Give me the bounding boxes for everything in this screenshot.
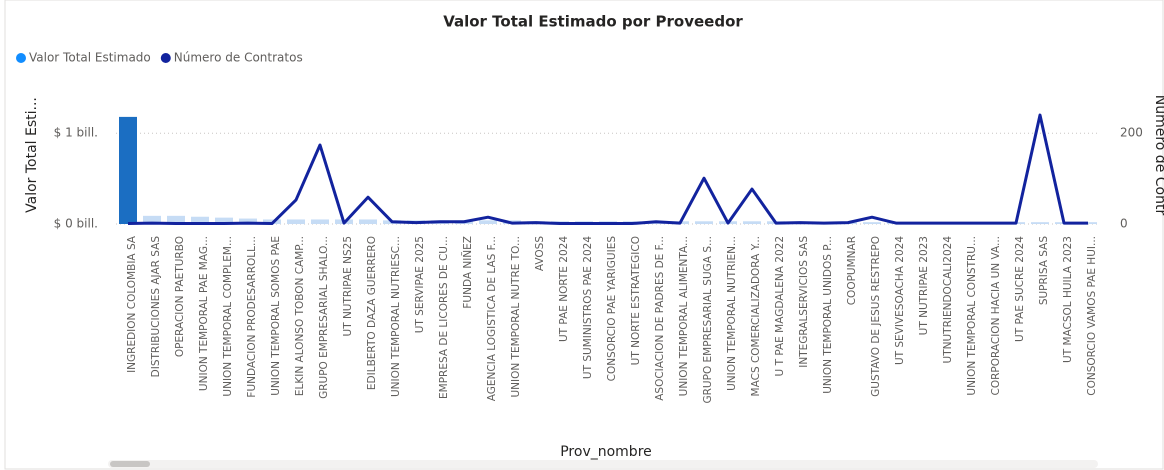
x-tick-label: UNION TEMPORAL CONSTRU...: [966, 236, 978, 396]
x-tick-label: UT NUTRIPAE 2023: [918, 236, 930, 335]
x-tick-label: UNION TEMPORAL UNIDOS P...: [822, 236, 834, 394]
x-tick-label: UNION TEMPORAL PAE MAG...: [198, 236, 210, 391]
x-tick-label: U T PAE MAGDALENA 2022: [774, 236, 786, 376]
x-tick-label: ELKIN ALONSO TOBON CAMP...: [294, 236, 306, 396]
y2-tick-label: 0: [1120, 217, 1128, 231]
bar: [359, 219, 377, 224]
x-tick-label: UTNUTRIENDOCALI2024: [942, 236, 954, 364]
x-tick-label: GRUPO EMPRESARIAL SHALO...: [318, 236, 330, 399]
x-tick-label: DISTRIBUCIONES AJAR SAS: [150, 236, 162, 378]
x-tick-label: UNION TEMPORAL NUTRE TO...: [510, 236, 522, 398]
bar: [143, 215, 161, 224]
x-tick-label: FUNDACION PRODESARROLL...: [246, 236, 258, 398]
bar: [311, 219, 329, 224]
x-tick-label: UNION TEMPORAL ALIMENTA...: [678, 236, 690, 396]
x-tick-label: SUPRISA SAS: [1038, 236, 1050, 305]
legend-label: Número de Contratos: [174, 51, 303, 65]
bar: [1031, 222, 1049, 224]
legend-marker: [160, 53, 171, 63]
x-tick-label: UT PAE SUCRE 2024: [1014, 236, 1026, 342]
bar: [191, 216, 209, 224]
legend-label: Valor Total Estimado: [29, 51, 151, 65]
y2-axis-title: Número de Contr: [1152, 95, 1164, 216]
bar: [743, 221, 761, 224]
bar: [695, 221, 713, 224]
bar: [167, 215, 185, 224]
x-tick-label: UT NORTE ESTRATEGICO: [630, 236, 642, 365]
scrollbar[interactable]: [108, 460, 1098, 468]
x-tick-label: UT SUMINISTROS PAE 2024: [582, 236, 594, 379]
x-tick-label: ASOCIACION DE PADRES DE F...: [654, 236, 666, 401]
x-tick-label: UT SEVIVESOACHA 2024: [894, 236, 906, 365]
x-tick-label: AVOSS: [534, 236, 546, 271]
chart-title: Valor Total Estimado por Proveedor: [443, 13, 743, 31]
x-tick-label: AGENCIA LOGISTICA DE LAS F...: [486, 236, 498, 401]
x-tick-label: UT MACSOL HUILA 2023: [1062, 236, 1074, 363]
x-tick-label: EMPRESA DE LICORES DE CU...: [438, 236, 450, 399]
y-tick-label: $ 0 bill.: [54, 217, 98, 231]
x-tick-label: UNION TEMPORAL SOMOS PAE: [270, 236, 282, 396]
bar: [479, 220, 497, 224]
x-tick-label: CORPORACION HACIA UN VA...: [990, 236, 1002, 395]
line: [127, 113, 1088, 226]
x-tick-label: GRUPO EMPRESARIAL SUGA S...: [702, 236, 714, 404]
x-tick-label: OPERACION PAETURBO: [174, 236, 186, 357]
x-tick-label: CONSORCIO VAMOS PAE HUI...: [1086, 236, 1098, 396]
y-axis-title: Valor Total Esti...: [24, 97, 40, 213]
x-tick-label: INGREDION COLOMBIA SA: [126, 235, 138, 373]
legend-marker: [16, 53, 26, 63]
bar: [119, 116, 137, 224]
x-tick-label: MACS COMERCIALIZADORA Y...: [750, 236, 762, 396]
x-tick-label: UT PAE NORTE 2024: [558, 236, 570, 342]
x-tick-label: UT NUTRIPAE NS25: [342, 236, 354, 336]
x-tick-label: EDILBERTO DAZA GUERRERO: [366, 236, 378, 390]
y-tick-label: $ 1 bill.: [54, 126, 98, 140]
visual-frame: [4, 0, 1164, 470]
bar: [215, 217, 233, 224]
x-tick-label: COOPUMNAR: [846, 236, 858, 305]
bar: [287, 219, 305, 224]
x-tick-label: UNION TEMPORAL NUTRIESC...: [390, 236, 402, 397]
bar: [239, 218, 257, 224]
x-tick-label: GUSTAVO DE JESUS RESTREPO: [870, 236, 882, 397]
x-tick-label: INTEGRALSERVICIOS SAS: [798, 236, 810, 368]
x-tick-label: UNION TEMPORAL NUTRIEN...: [726, 236, 738, 391]
bar: [863, 222, 881, 224]
x-tick-label: UNION TEMPORAL COMPLEM...: [222, 236, 234, 397]
x-tick-label: UT SERVIPAE 2025: [414, 236, 426, 333]
scrollbar-thumb[interactable]: [110, 461, 150, 467]
x-tick-label: CONSORCIO PAE YARIGUIES: [606, 236, 618, 382]
y2-tick-label: 200: [1120, 126, 1143, 140]
x-axis-title: Prov_nombre: [560, 444, 652, 460]
x-tick-label: FUNDA NIÑEZ: [461, 236, 474, 309]
